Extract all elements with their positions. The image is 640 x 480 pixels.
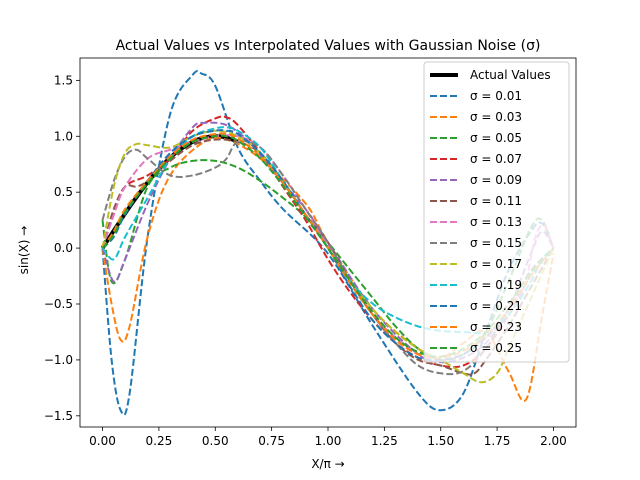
series-line-8 [101,140,555,376]
legend-label: σ = 0.25 [470,341,522,355]
legend-label: σ = 0.15 [470,236,522,250]
x-tick-label: 1.75 [484,434,511,448]
legend-label: σ = 0.09 [470,173,522,187]
x-tick-label: 1.50 [427,434,454,448]
x-tick-label: 1.00 [315,434,342,448]
legend-label: σ = 0.03 [470,110,522,124]
chart-title: Actual Values vs Interpolated Values wit… [116,38,541,54]
y-tick-label: 1.0 [54,129,73,143]
actual-values-line [100,134,239,250]
legend-label: σ = 0.17 [470,257,522,271]
x-axis-label: X/π → [311,457,344,471]
x-tick-label: 0.00 [89,434,116,448]
y-tick-label: −1.0 [44,353,73,367]
y-tick-label: 0.5 [54,185,73,199]
legend-box [423,61,570,363]
legend-label: σ = 0.01 [470,89,522,103]
x-tick-label: 0.25 [146,434,173,448]
legend-label: σ = 0.21 [470,299,522,313]
x-tick-label: 1.25 [371,434,398,448]
x-tick-label: 0.50 [202,434,229,448]
y-axis-label: sin(X) → [17,226,31,275]
legend-label: σ = 0.07 [470,152,522,166]
series-line-6 [101,138,555,376]
legend-label: σ = 0.19 [470,278,522,292]
legend-label: σ = 0.11 [470,194,522,208]
legend-label: σ = 0.13 [470,215,522,229]
y-tick-label: −0.5 [44,297,73,311]
legend-label: Actual Values [470,68,551,82]
y-tick-label: 1.5 [54,73,73,87]
x-tick-label: 2.00 [540,434,567,448]
x-tick-label: 0.75 [258,434,285,448]
legend: Actual Values σ = 0.01 σ = 0.03 σ = 0.05 σ =… [423,61,570,363]
legend-label: σ = 0.23 [470,320,522,334]
y-tick-label: −1.5 [44,409,73,423]
series-line-12 [101,132,555,359]
legend-label: σ = 0.05 [470,131,522,145]
y-tick-label: 0.0 [54,241,73,255]
series-line-2 [101,136,555,402]
axes: 0.00 0.25 0.50 0.75 1.00 1.25 1.50 1.75 2.00 −1.5… [44,57,577,448]
